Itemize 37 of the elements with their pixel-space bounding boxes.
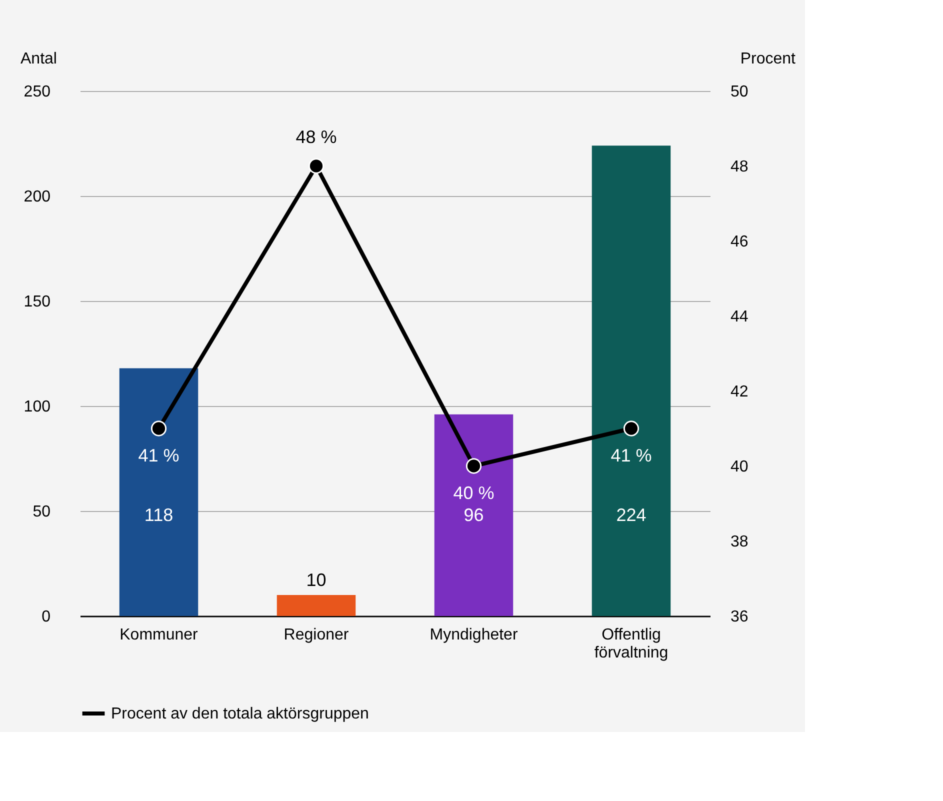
y2-tick-label: 48	[730, 158, 748, 176]
y-tick-label: 250	[24, 84, 51, 100]
y2-tick-label: 46	[730, 234, 748, 250]
y-tick-label: 0	[42, 608, 51, 626]
y2-tick-label: 40	[730, 458, 748, 476]
bar	[434, 414, 514, 616]
data-label: 41 %	[610, 446, 652, 466]
y2-tick-label: 42	[730, 384, 748, 400]
y2-tick-label: 36	[730, 608, 748, 626]
point	[150, 420, 167, 436]
y-tick-label: 150	[24, 294, 51, 310]
bar	[119, 368, 198, 616]
data-label: 41 %	[138, 446, 180, 466]
x-tick-label: Kommuner	[120, 626, 199, 644]
bar	[276, 595, 356, 616]
y2-tick-label: 44	[730, 308, 748, 326]
bar	[592, 146, 671, 616]
x-tick-label: Offentlig förvaltning	[594, 626, 668, 662]
point	[623, 420, 640, 436]
y-axis-title: Antal	[20, 50, 57, 68]
data-label: 96	[464, 505, 484, 525]
point	[308, 158, 324, 174]
data-label: 118	[144, 505, 174, 525]
y2-tick-label: 38	[730, 534, 748, 550]
y-tick-label: 100	[24, 398, 51, 416]
y-tick-label: 50	[32, 504, 51, 520]
y-tick-label: 200	[24, 188, 51, 206]
data-label: 48 %	[296, 127, 337, 147]
y2-axis-title: Procent	[740, 50, 796, 68]
data-label: 40 %	[453, 483, 494, 503]
data-label: 224	[616, 505, 646, 525]
x-tick-label: Myndigheter	[430, 626, 518, 644]
data-label: 10	[306, 570, 326, 590]
point	[466, 458, 482, 474]
y2-tick-label: 50	[730, 84, 748, 100]
legend-label: Procent av den totala aktörsgruppen	[111, 706, 369, 722]
x-tick-label: Regioner	[284, 626, 350, 644]
